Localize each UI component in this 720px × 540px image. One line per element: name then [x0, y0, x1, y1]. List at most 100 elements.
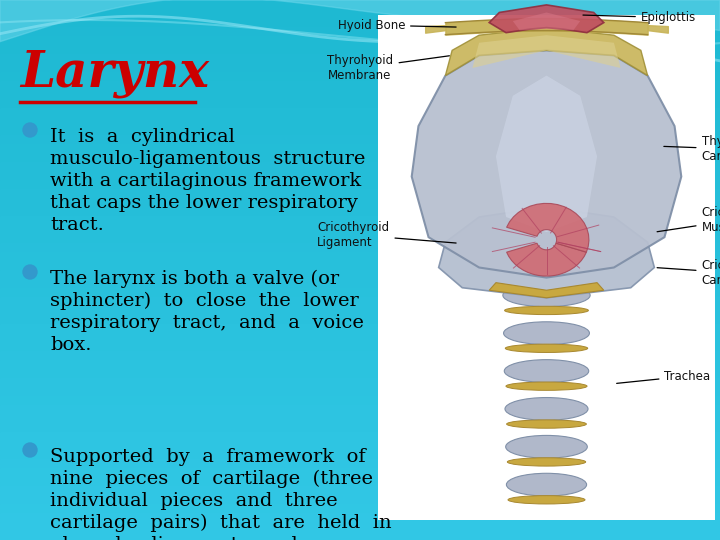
- Polygon shape: [0, 279, 720, 284]
- Polygon shape: [0, 297, 720, 301]
- Ellipse shape: [505, 397, 588, 420]
- Text: Epiglottis: Epiglottis: [583, 11, 696, 24]
- Polygon shape: [0, 338, 720, 342]
- Polygon shape: [0, 374, 720, 378]
- Polygon shape: [489, 282, 604, 298]
- Polygon shape: [0, 468, 720, 472]
- Polygon shape: [412, 50, 681, 278]
- Polygon shape: [507, 243, 586, 276]
- Polygon shape: [0, 144, 720, 148]
- Circle shape: [23, 443, 37, 457]
- Polygon shape: [0, 351, 720, 355]
- Polygon shape: [0, 347, 720, 351]
- Polygon shape: [0, 180, 720, 185]
- Polygon shape: [0, 409, 720, 414]
- Polygon shape: [0, 320, 720, 324]
- Ellipse shape: [505, 306, 588, 315]
- Polygon shape: [0, 40, 720, 45]
- Polygon shape: [0, 504, 720, 509]
- Polygon shape: [0, 202, 720, 207]
- Polygon shape: [0, 536, 720, 540]
- Polygon shape: [0, 288, 720, 293]
- Polygon shape: [0, 315, 720, 320]
- Polygon shape: [0, 81, 720, 85]
- Text: Supported  by  a  framework  of: Supported by a framework of: [50, 448, 366, 466]
- Polygon shape: [0, 153, 720, 158]
- Ellipse shape: [507, 420, 586, 428]
- Polygon shape: [0, 526, 720, 531]
- Text: with a cartilaginous framework: with a cartilaginous framework: [50, 172, 361, 190]
- Polygon shape: [0, 459, 720, 463]
- Polygon shape: [0, 14, 720, 18]
- Polygon shape: [0, 220, 720, 225]
- Polygon shape: [0, 234, 720, 239]
- Ellipse shape: [508, 458, 585, 466]
- Polygon shape: [0, 104, 720, 108]
- Polygon shape: [0, 495, 720, 500]
- Text: Hyoid Bone: Hyoid Bone: [338, 18, 456, 32]
- Polygon shape: [0, 225, 720, 229]
- Polygon shape: [446, 28, 647, 76]
- Polygon shape: [0, 310, 720, 315]
- Polygon shape: [0, 423, 720, 428]
- Polygon shape: [0, 306, 720, 310]
- Polygon shape: [0, 256, 720, 261]
- Polygon shape: [0, 446, 720, 450]
- Polygon shape: [0, 63, 720, 68]
- Polygon shape: [0, 378, 720, 382]
- Polygon shape: [0, 509, 720, 513]
- Polygon shape: [0, 364, 720, 369]
- Polygon shape: [0, 207, 720, 212]
- Text: nine  pieces  of  cartilage  (three: nine pieces of cartilage (three: [50, 470, 373, 488]
- Ellipse shape: [505, 344, 588, 353]
- FancyBboxPatch shape: [378, 15, 715, 520]
- Polygon shape: [496, 76, 597, 232]
- Text: box.: box.: [50, 336, 91, 354]
- Circle shape: [23, 123, 37, 137]
- Polygon shape: [0, 9, 720, 14]
- Polygon shape: [0, 369, 720, 374]
- Polygon shape: [0, 94, 720, 99]
- Polygon shape: [0, 27, 720, 31]
- Polygon shape: [0, 328, 720, 333]
- Polygon shape: [0, 54, 720, 58]
- Ellipse shape: [506, 382, 587, 390]
- Text: individual  pieces  and  three: individual pieces and three: [50, 492, 338, 510]
- Polygon shape: [0, 112, 720, 117]
- Polygon shape: [0, 166, 720, 171]
- Polygon shape: [0, 176, 720, 180]
- Polygon shape: [0, 230, 720, 234]
- Text: Thyroid
Cartilage: Thyroid Cartilage: [664, 135, 720, 163]
- Polygon shape: [0, 139, 720, 144]
- Ellipse shape: [503, 284, 590, 307]
- Polygon shape: [0, 0, 720, 4]
- Text: cartilage  pairs)  that  are  held  in: cartilage pairs) that are held in: [50, 514, 392, 532]
- Polygon shape: [0, 148, 720, 153]
- Polygon shape: [0, 486, 720, 490]
- Polygon shape: [0, 239, 720, 243]
- Text: respiratory  tract,  and  a  voice: respiratory tract, and a voice: [50, 314, 364, 332]
- Text: place  by  ligaments  and: place by ligaments and: [50, 536, 298, 540]
- Polygon shape: [0, 117, 720, 122]
- Polygon shape: [0, 405, 720, 409]
- Polygon shape: [0, 31, 720, 36]
- Polygon shape: [0, 108, 720, 112]
- Polygon shape: [0, 513, 720, 517]
- Polygon shape: [0, 185, 720, 189]
- Polygon shape: [0, 247, 720, 252]
- Ellipse shape: [503, 322, 590, 345]
- Circle shape: [23, 265, 37, 279]
- Polygon shape: [0, 477, 720, 482]
- Polygon shape: [0, 266, 720, 270]
- Polygon shape: [0, 463, 720, 468]
- Polygon shape: [0, 450, 720, 455]
- Text: Cricothyroid
Muscles: Cricothyroid Muscles: [657, 206, 720, 233]
- Ellipse shape: [504, 360, 589, 382]
- Polygon shape: [0, 490, 720, 495]
- Polygon shape: [0, 531, 720, 536]
- Polygon shape: [0, 36, 720, 40]
- Text: Thyrohyoid
Membrane: Thyrohyoid Membrane: [328, 54, 449, 82]
- Polygon shape: [0, 284, 720, 288]
- Text: Cricoid
Cartilage: Cricoid Cartilage: [657, 259, 720, 287]
- Polygon shape: [0, 72, 720, 77]
